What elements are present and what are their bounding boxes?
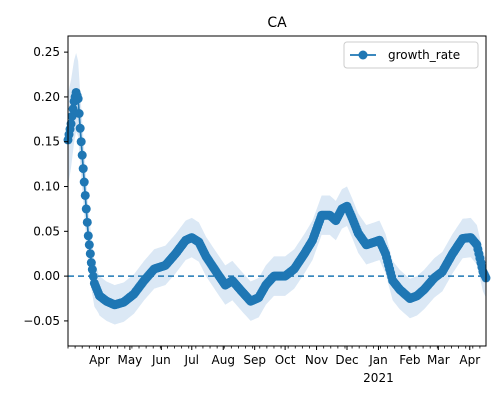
- x-tick-label: Apr: [459, 353, 480, 367]
- data-point: [85, 249, 95, 259]
- legend-label: growth_rate: [388, 48, 460, 62]
- x-tick-label: Nov: [305, 353, 328, 367]
- x-tick-year-label: 2021: [363, 371, 394, 385]
- x-tick-label: Sep: [243, 353, 266, 367]
- axes-layer: −0.05 0.00 0.05 0.10 0.15 0.20 0.25 Apr May Jun Ju…: [23, 35, 487, 385]
- y-tick-label: 0.20: [33, 90, 60, 104]
- legend: growth_rate: [343, 41, 479, 69]
- data-point: [77, 150, 87, 160]
- x-tick-label: Apr: [89, 353, 110, 367]
- y-tick-label: −0.05: [23, 314, 60, 328]
- data-point: [82, 217, 92, 227]
- data-point: [67, 111, 77, 121]
- legend-frame: [343, 41, 479, 69]
- data-point: [74, 109, 84, 118]
- x-tick-label: Jul: [184, 353, 199, 367]
- data-point: [87, 265, 97, 275]
- chart-title: CA: [267, 15, 287, 31]
- x-tick-label: May: [117, 353, 142, 367]
- x-tick-label: Jan: [368, 353, 388, 367]
- x-tick-label: Aug: [212, 353, 235, 367]
- data-point: [78, 164, 88, 174]
- y-tick-label: 0.10: [33, 180, 60, 194]
- y-tick-label: 0.25: [33, 45, 60, 59]
- y-tick-label: 0.05: [33, 224, 60, 238]
- data-point: [83, 231, 93, 241]
- legend-marker-swatch: [358, 50, 368, 60]
- data-point: [68, 104, 78, 114]
- data-point: [73, 94, 83, 104]
- data-point: [88, 271, 98, 281]
- x-tick-label: Dec: [335, 353, 358, 367]
- series-layer: [63, 87, 491, 310]
- x-tick-label: Mar: [427, 353, 450, 367]
- data-point: [84, 240, 94, 250]
- x-tick-label: Feb: [399, 353, 420, 367]
- x-tick-label: Jun: [151, 353, 171, 367]
- data-point: [79, 177, 89, 187]
- y-tick-label: 0.00: [33, 269, 60, 283]
- x-tick-label: Oct: [275, 353, 296, 367]
- data-point: [80, 190, 90, 200]
- data-point: [66, 119, 76, 129]
- data-point: [86, 258, 96, 268]
- y-tick-label: 0.15: [33, 135, 60, 149]
- plot-frame: [67, 35, 487, 347]
- data-point: [75, 123, 85, 133]
- data-point: [81, 204, 91, 214]
- data-point: [76, 137, 86, 147]
